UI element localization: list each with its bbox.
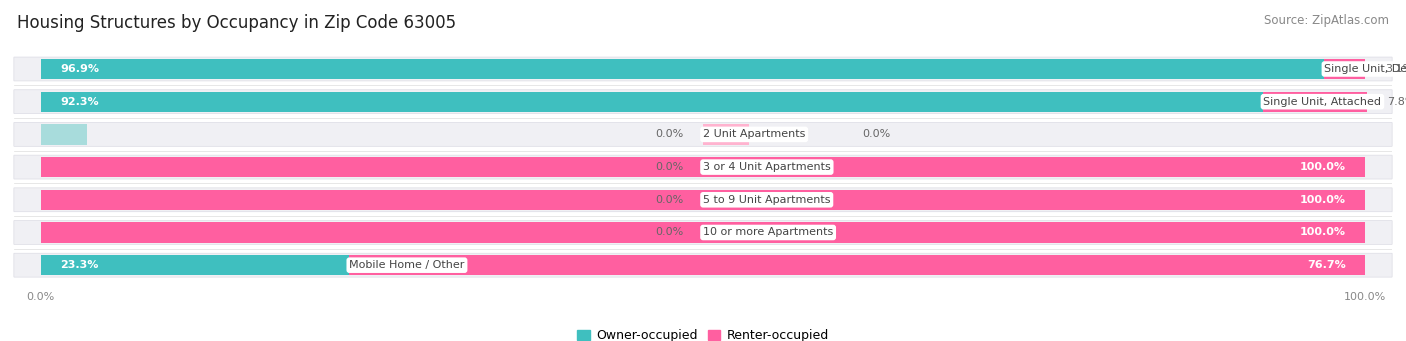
Text: 2 Unit Apartments: 2 Unit Apartments: [703, 129, 806, 139]
Text: 5 to 9 Unit Apartments: 5 to 9 Unit Apartments: [703, 195, 831, 205]
Text: 100.0%: 100.0%: [1299, 227, 1346, 237]
Text: Source: ZipAtlas.com: Source: ZipAtlas.com: [1264, 14, 1389, 27]
Text: 10 or more Apartments: 10 or more Apartments: [703, 227, 834, 237]
FancyBboxPatch shape: [14, 253, 1392, 277]
Bar: [41, 222, 1365, 243]
Text: 3 or 4 Unit Apartments: 3 or 4 Unit Apartments: [703, 162, 831, 172]
Bar: [1264, 91, 1367, 112]
FancyBboxPatch shape: [14, 155, 1392, 179]
Text: 92.3%: 92.3%: [60, 97, 98, 107]
FancyBboxPatch shape: [14, 122, 1392, 146]
Text: 23.3%: 23.3%: [60, 260, 98, 270]
FancyBboxPatch shape: [14, 90, 1392, 114]
Text: 0.0%: 0.0%: [655, 129, 683, 139]
Bar: [41, 222, 87, 243]
Bar: [41, 255, 349, 275]
Bar: [41, 190, 87, 210]
Text: 0.0%: 0.0%: [655, 227, 683, 237]
Bar: [703, 124, 749, 145]
FancyBboxPatch shape: [14, 221, 1392, 244]
Text: 0.0%: 0.0%: [655, 162, 683, 172]
Text: 96.9%: 96.9%: [60, 64, 100, 74]
FancyBboxPatch shape: [14, 57, 1392, 81]
FancyBboxPatch shape: [14, 188, 1392, 212]
Bar: [41, 157, 87, 177]
Bar: [349, 255, 1365, 275]
Text: 0.0%: 0.0%: [655, 195, 683, 205]
Bar: [41, 124, 87, 145]
Text: Mobile Home / Other: Mobile Home / Other: [349, 260, 464, 270]
Text: Housing Structures by Occupancy in Zip Code 63005: Housing Structures by Occupancy in Zip C…: [17, 14, 456, 32]
Text: 3.1%: 3.1%: [1385, 64, 1406, 74]
Text: 0.0%: 0.0%: [862, 129, 890, 139]
Text: 76.7%: 76.7%: [1306, 260, 1346, 270]
Text: 7.8%: 7.8%: [1386, 97, 1406, 107]
Text: Single Unit, Detached: Single Unit, Detached: [1324, 64, 1406, 74]
Bar: [41, 157, 1365, 177]
Legend: Owner-occupied, Renter-occupied: Owner-occupied, Renter-occupied: [572, 324, 834, 341]
Bar: [41, 190, 1365, 210]
Text: 100.0%: 100.0%: [1299, 195, 1346, 205]
Text: 100.0%: 100.0%: [1299, 162, 1346, 172]
Bar: [1324, 59, 1365, 79]
Bar: [41, 59, 1324, 79]
Text: Single Unit, Attached: Single Unit, Attached: [1264, 97, 1382, 107]
Bar: [41, 91, 1264, 112]
